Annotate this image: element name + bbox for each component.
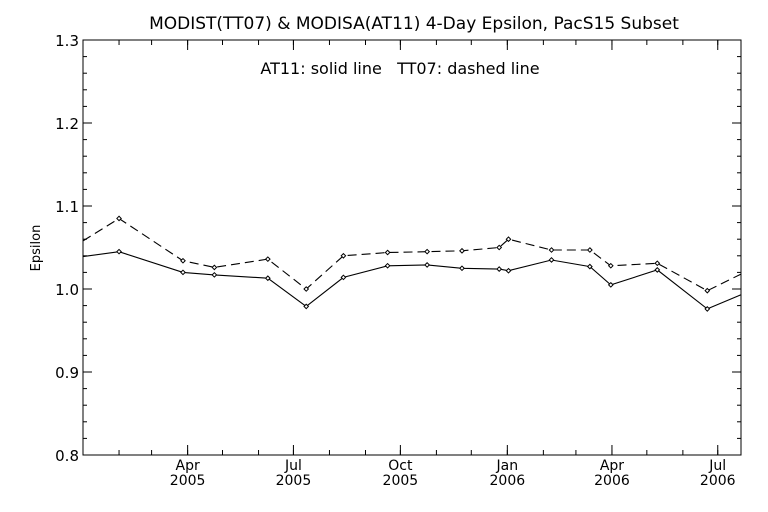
data-point-tt07 <box>211 264 218 271</box>
x-tick-label-month: Oct <box>388 458 413 474</box>
data-point-tt07 <box>654 260 661 267</box>
data-point-tt07 <box>303 286 310 292</box>
x-tick-label-year: 2006 <box>594 473 630 489</box>
y-tick-label: 0.8 <box>55 447 79 465</box>
data-point-at11 <box>459 265 465 272</box>
x-tick-label-month: Jul <box>708 458 726 474</box>
data-point-tt07 <box>586 247 593 253</box>
data-point-tt07 <box>459 247 465 254</box>
data-point-tt07 <box>607 262 614 269</box>
data-point-tt07 <box>505 236 512 243</box>
y-axis-label: Epsilon <box>29 225 44 272</box>
data-point-tt07 <box>704 287 711 294</box>
data-point-at11 <box>303 303 310 310</box>
y-tick-label: 0.9 <box>55 364 79 382</box>
data-point-at11 <box>180 269 186 276</box>
data-point-tt07 <box>548 247 555 253</box>
chart-title: MODIST(TT07) & MODISA(AT11) 4-Day Epsilo… <box>149 14 679 34</box>
data-point-at11 <box>496 266 503 272</box>
data-point-tt07 <box>116 215 122 222</box>
plot-frame <box>82 39 742 456</box>
y-tick-label: 1.0 <box>55 281 79 299</box>
data-point-at11 <box>116 248 122 255</box>
series-style-annotation: AT11: solid line TT07: dashed line <box>260 59 539 78</box>
x-tick-label-month: Apr <box>176 458 200 474</box>
data-point-at11 <box>607 281 614 288</box>
data-point-tt07 <box>180 257 186 264</box>
axes-layer: 0.80.91.01.11.21.3Apr2005Jul2005Oct2005J… <box>55 32 741 489</box>
y-tick-label: 1.3 <box>55 32 79 50</box>
data-point-at11 <box>586 263 593 270</box>
x-tick-label-month: Jul <box>284 458 302 474</box>
y-tick-label: 1.2 <box>55 115 79 133</box>
data-point-tt07 <box>264 256 271 263</box>
x-tick-label-month: Apr <box>600 458 624 474</box>
data-point-at11 <box>264 275 271 282</box>
data-point-tt07 <box>424 248 431 255</box>
data-point-at11 <box>654 267 661 273</box>
x-tick-label-year: 2006 <box>490 473 526 489</box>
data-point-tt07 <box>384 249 391 256</box>
data-point-at11 <box>211 271 218 278</box>
x-tick-label-year: 2005 <box>276 473 312 489</box>
data-point-at11 <box>704 306 711 312</box>
x-tick-label-year: 2005 <box>170 473 206 489</box>
data-point-tt07 <box>496 244 503 251</box>
series-layer <box>82 215 742 312</box>
x-tick-label-year: 2006 <box>700 473 736 489</box>
series-line-at11 <box>82 251 742 310</box>
data-point-at11 <box>505 267 512 274</box>
x-tick-label-year: 2005 <box>383 473 419 489</box>
series-line-tt07 <box>82 217 742 292</box>
data-point-at11 <box>548 257 555 263</box>
y-tick-label: 1.1 <box>55 198 79 216</box>
data-point-at11 <box>384 262 391 269</box>
data-point-at11 <box>340 274 347 281</box>
data-point-tt07 <box>340 252 347 259</box>
x-tick-label-month: Jan <box>496 458 519 474</box>
data-point-at11 <box>424 262 431 268</box>
